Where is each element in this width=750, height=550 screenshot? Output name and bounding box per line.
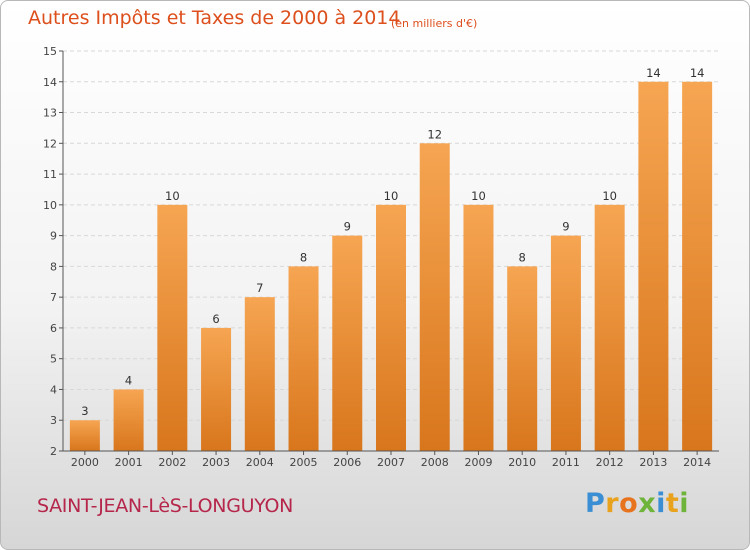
logo-letter: i bbox=[679, 488, 690, 519]
chart-unit: (en milliers d'€) bbox=[391, 17, 478, 30]
x-tick-label: 2012 bbox=[596, 456, 624, 469]
bar bbox=[69, 420, 100, 451]
bar bbox=[157, 204, 188, 451]
logo-letter: t bbox=[665, 488, 680, 519]
y-tick-label: 10 bbox=[43, 199, 57, 212]
x-tick-label: 2002 bbox=[158, 456, 186, 469]
commune-name: SAINT-JEAN-LèS-LONGUYON bbox=[37, 495, 294, 517]
bar bbox=[201, 327, 232, 451]
logo-letter: o bbox=[619, 488, 639, 519]
bar-value-label: 10 bbox=[384, 189, 399, 203]
x-tick-label: 2006 bbox=[333, 456, 361, 469]
logo-letter: i bbox=[656, 488, 666, 519]
bar-value-label: 10 bbox=[471, 189, 486, 203]
chart-title: Autres Impôts et Taxes de 2000 à 2014 bbox=[28, 7, 401, 29]
x-tick-label: 2001 bbox=[115, 456, 143, 469]
bar-value-label: 9 bbox=[562, 220, 569, 234]
y-tick-label: 5 bbox=[50, 353, 57, 366]
bar bbox=[332, 235, 363, 451]
bar bbox=[594, 204, 625, 451]
bar-value-label: 3 bbox=[81, 404, 88, 418]
y-tick-label: 7 bbox=[50, 291, 57, 304]
x-tick-label: 2011 bbox=[552, 456, 580, 469]
bar-value-label: 9 bbox=[344, 220, 351, 234]
bar-value-label: 14 bbox=[646, 66, 661, 80]
bar-value-label: 8 bbox=[519, 250, 526, 264]
y-tick-label: 3 bbox=[50, 414, 57, 427]
bar-value-label: 4 bbox=[125, 373, 132, 387]
x-tick-label: 2005 bbox=[290, 456, 318, 469]
x-tick-label: 2014 bbox=[683, 456, 711, 469]
logo-letter: P bbox=[585, 488, 606, 519]
x-tick-label: 2000 bbox=[71, 456, 99, 469]
y-tick-label: 8 bbox=[50, 260, 57, 273]
bar bbox=[376, 204, 406, 451]
bar-value-label: 10 bbox=[602, 189, 617, 203]
bar bbox=[244, 297, 275, 451]
x-tick-label: 2003 bbox=[202, 456, 230, 469]
bar bbox=[638, 81, 669, 452]
x-tick-label: 2010 bbox=[508, 456, 536, 469]
bar-value-label: 12 bbox=[427, 127, 442, 141]
bar bbox=[682, 81, 713, 452]
proxiti-logo: Proxiti bbox=[585, 488, 689, 519]
y-tick-label: 14 bbox=[43, 76, 57, 89]
bar bbox=[113, 389, 144, 451]
x-tick-label: 2008 bbox=[421, 456, 449, 469]
logo-letter: r bbox=[605, 488, 620, 519]
bar-value-label: 6 bbox=[212, 312, 219, 326]
x-tick-label: 2007 bbox=[377, 456, 405, 469]
y-tick-label: 12 bbox=[43, 137, 57, 150]
bar-value-label: 8 bbox=[300, 250, 307, 264]
x-tick-label: 2009 bbox=[464, 456, 492, 469]
bar-value-label: 14 bbox=[690, 66, 705, 80]
y-tick-label: 4 bbox=[50, 383, 57, 396]
bar-value-label: 10 bbox=[165, 189, 180, 203]
bar bbox=[463, 204, 494, 451]
bar bbox=[550, 235, 581, 451]
bar bbox=[507, 266, 538, 451]
logo-letter: x bbox=[638, 488, 657, 519]
y-tick-label: 6 bbox=[50, 322, 57, 335]
bar-value-label: 7 bbox=[256, 281, 263, 295]
y-tick-label: 15 bbox=[43, 45, 57, 58]
x-tick-label: 2004 bbox=[246, 456, 274, 469]
y-tick-label: 2 bbox=[50, 445, 57, 458]
x-tick-label: 2013 bbox=[639, 456, 667, 469]
y-tick-label: 13 bbox=[43, 107, 57, 120]
y-tick-label: 11 bbox=[43, 168, 57, 181]
y-tick-label: 9 bbox=[50, 230, 57, 243]
bar bbox=[288, 266, 319, 451]
bar bbox=[419, 143, 450, 452]
